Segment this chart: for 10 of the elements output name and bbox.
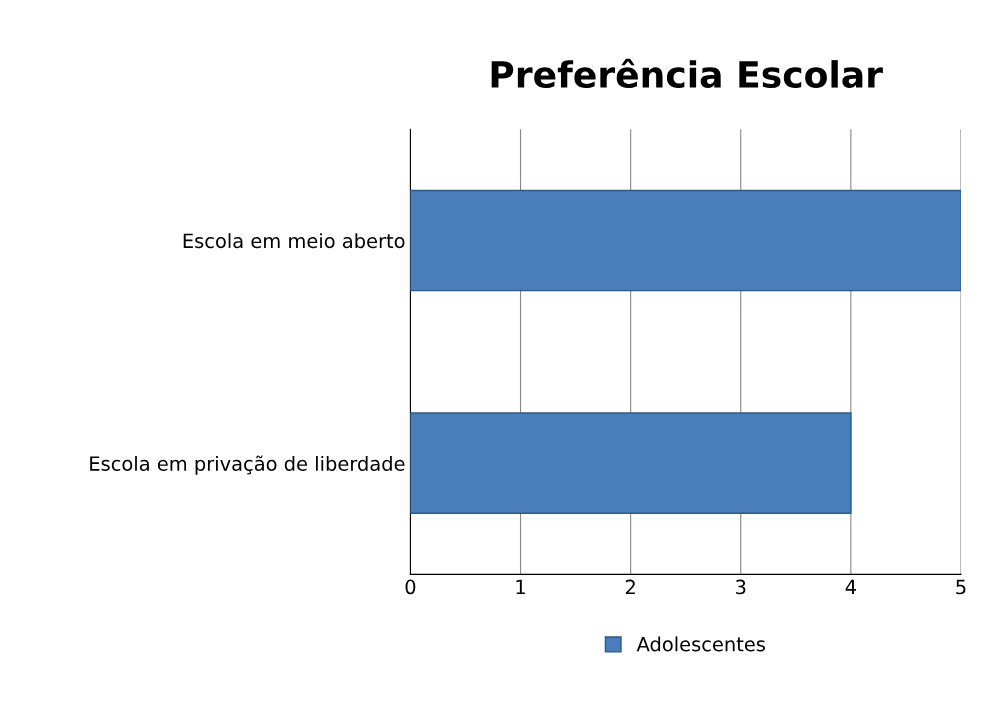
legend-label: Adolescentes [636, 636, 765, 652]
x-tick-label: 3 [736, 579, 746, 595]
x-tick-label: 2 [625, 579, 635, 595]
y-tick-label: Escola em meio aberto [183, 233, 405, 249]
x-tick-label: 0 [405, 579, 416, 595]
x-tick-label: 5 [956, 579, 966, 595]
x-tick-label: 1 [516, 579, 525, 595]
x-tick-label: 4 [845, 579, 856, 595]
chart-title: Preferência Escolar [491, 58, 883, 89]
y-tick-label: Escola em privação de liberdade [90, 455, 405, 475]
